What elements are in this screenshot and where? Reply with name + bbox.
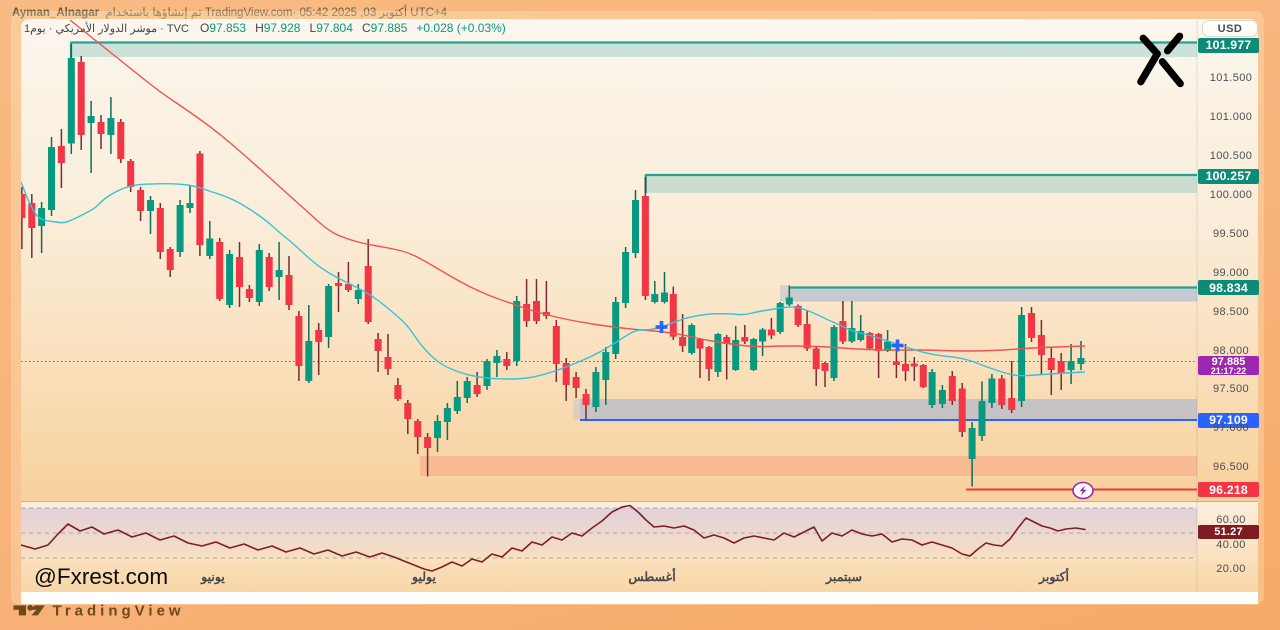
svg-text:TradingView: TradingView xyxy=(53,603,185,620)
